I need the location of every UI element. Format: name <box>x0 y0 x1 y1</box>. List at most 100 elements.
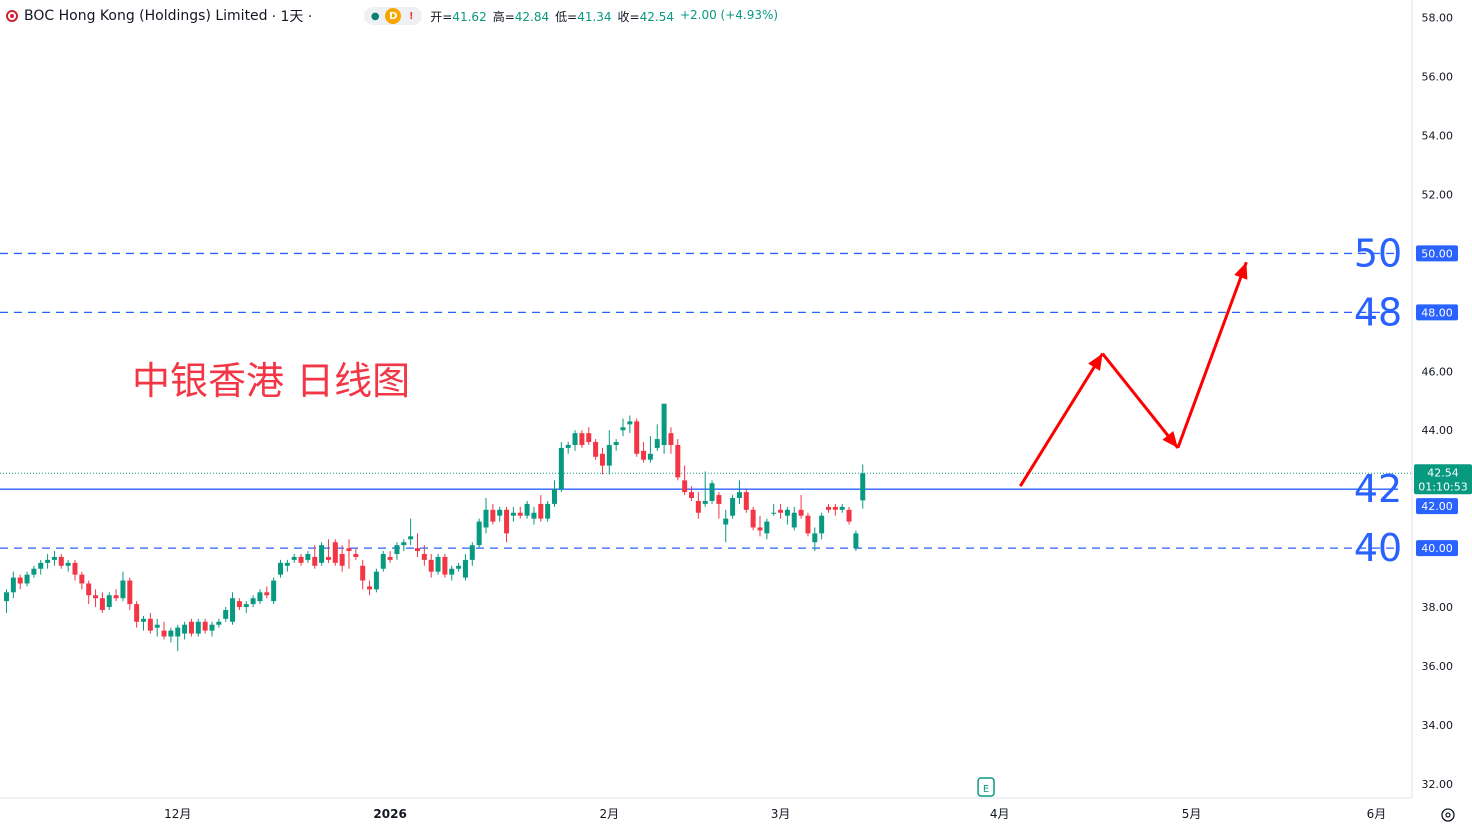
candle <box>504 506 510 543</box>
candle-body <box>209 624 215 631</box>
candle <box>613 439 619 451</box>
candle <box>86 580 92 605</box>
candle-body <box>634 421 640 454</box>
candle-body <box>236 601 242 608</box>
candle <box>668 427 674 454</box>
high-value: 高=42.84 <box>492 9 550 24</box>
price-axis: 58.00 56.00 54.00 52.00 50.00 48.00 46.00 44.00… <box>1414 12 1472 791</box>
candle <box>832 503 838 516</box>
candle <box>853 530 859 552</box>
price-tick-label: 44.00 <box>1422 424 1454 437</box>
candle-body <box>264 592 270 596</box>
interval-label[interactable]: · 1天 · <box>271 9 313 25</box>
candle-body <box>408 536 414 540</box>
candle <box>483 498 489 534</box>
candle-body <box>784 509 790 516</box>
status-pills: ● D ! <box>364 7 423 25</box>
candle <box>10 571 16 599</box>
level-tag-50: 50.00 <box>1421 247 1453 260</box>
candle <box>661 403 667 454</box>
candle-body <box>517 512 523 516</box>
candle-body <box>325 556 331 560</box>
candle <box>771 503 777 516</box>
candle <box>291 554 297 563</box>
candle-body <box>31 568 37 575</box>
time-tick-label: 2月 <box>599 807 619 821</box>
candle <box>353 548 359 560</box>
level-tag-bg-50 <box>1416 245 1458 262</box>
candle-body <box>826 506 831 510</box>
candle <box>4 589 9 613</box>
candle <box>141 615 146 631</box>
candle-body <box>579 433 585 445</box>
open-value: 开=41.62 <box>430 9 487 24</box>
projection-arrow <box>1019 352 1104 488</box>
level-tag-bg-42 <box>1416 498 1458 515</box>
candle <box>271 577 277 605</box>
candle <box>586 427 592 445</box>
candle-body <box>141 618 146 622</box>
chart-grid <box>0 0 1413 799</box>
candle <box>812 527 818 552</box>
candle <box>216 618 222 628</box>
candle-body <box>456 565 462 569</box>
gear-center <box>1445 812 1451 818</box>
candle <box>401 539 407 552</box>
candle-body <box>339 554 345 566</box>
settings-gear-icon[interactable] <box>1441 808 1455 822</box>
level-tag-42: 42.00 <box>1421 500 1453 513</box>
candle <box>147 612 153 634</box>
candle <box>538 495 544 522</box>
candle-body <box>791 512 797 528</box>
warning-icon[interactable]: ! <box>409 10 414 22</box>
candle <box>709 480 715 504</box>
candle-body <box>271 580 277 602</box>
candle <box>730 495 736 519</box>
level-tag-40: 40.00 <box>1421 542 1453 555</box>
symbol-name[interactable]: BOC Hong Kong (Holdings) Limited <box>24 8 268 24</box>
level-tag-bg-40 <box>1416 540 1458 557</box>
candle <box>182 621 188 640</box>
candle-body <box>24 574 30 584</box>
candle-body <box>175 627 181 637</box>
candle-body <box>435 556 441 572</box>
candle-body <box>545 503 551 519</box>
candle-body <box>257 592 263 602</box>
candle-body <box>353 554 359 557</box>
candle <box>230 592 236 625</box>
candle <box>408 518 414 546</box>
candle-body <box>497 509 503 516</box>
candle <box>517 506 523 519</box>
market-status-icon[interactable]: ● <box>370 10 380 22</box>
candle <box>305 551 311 563</box>
candle-body <box>771 512 777 514</box>
candle-body <box>243 604 249 608</box>
candle <box>456 562 462 572</box>
candle-body <box>305 554 311 560</box>
candle <box>243 601 249 613</box>
close-value: 收=42.54 <box>617 9 674 24</box>
candle-body <box>476 521 482 546</box>
candle-body <box>736 492 742 499</box>
candle-body <box>716 495 722 504</box>
candle <box>93 589 99 608</box>
level-label-40: 40 <box>1354 526 1402 570</box>
candle <box>51 551 57 566</box>
candle <box>373 568 379 593</box>
candle <box>332 539 338 566</box>
candle <box>579 430 585 448</box>
candle-body <box>154 624 160 628</box>
candle-body <box>449 568 455 575</box>
candle <box>442 554 448 578</box>
earnings-event-label: E <box>983 784 989 795</box>
price-tick-label: 56.00 <box>1422 71 1454 84</box>
candle <box>599 447 605 475</box>
candle <box>99 592 105 613</box>
candle-body <box>757 527 763 531</box>
symbol-logo-icon <box>6 10 18 22</box>
candle-body <box>147 618 153 631</box>
delayed-data-badge[interactable]: D <box>385 8 402 24</box>
candle <box>736 480 742 504</box>
candle <box>428 554 434 578</box>
